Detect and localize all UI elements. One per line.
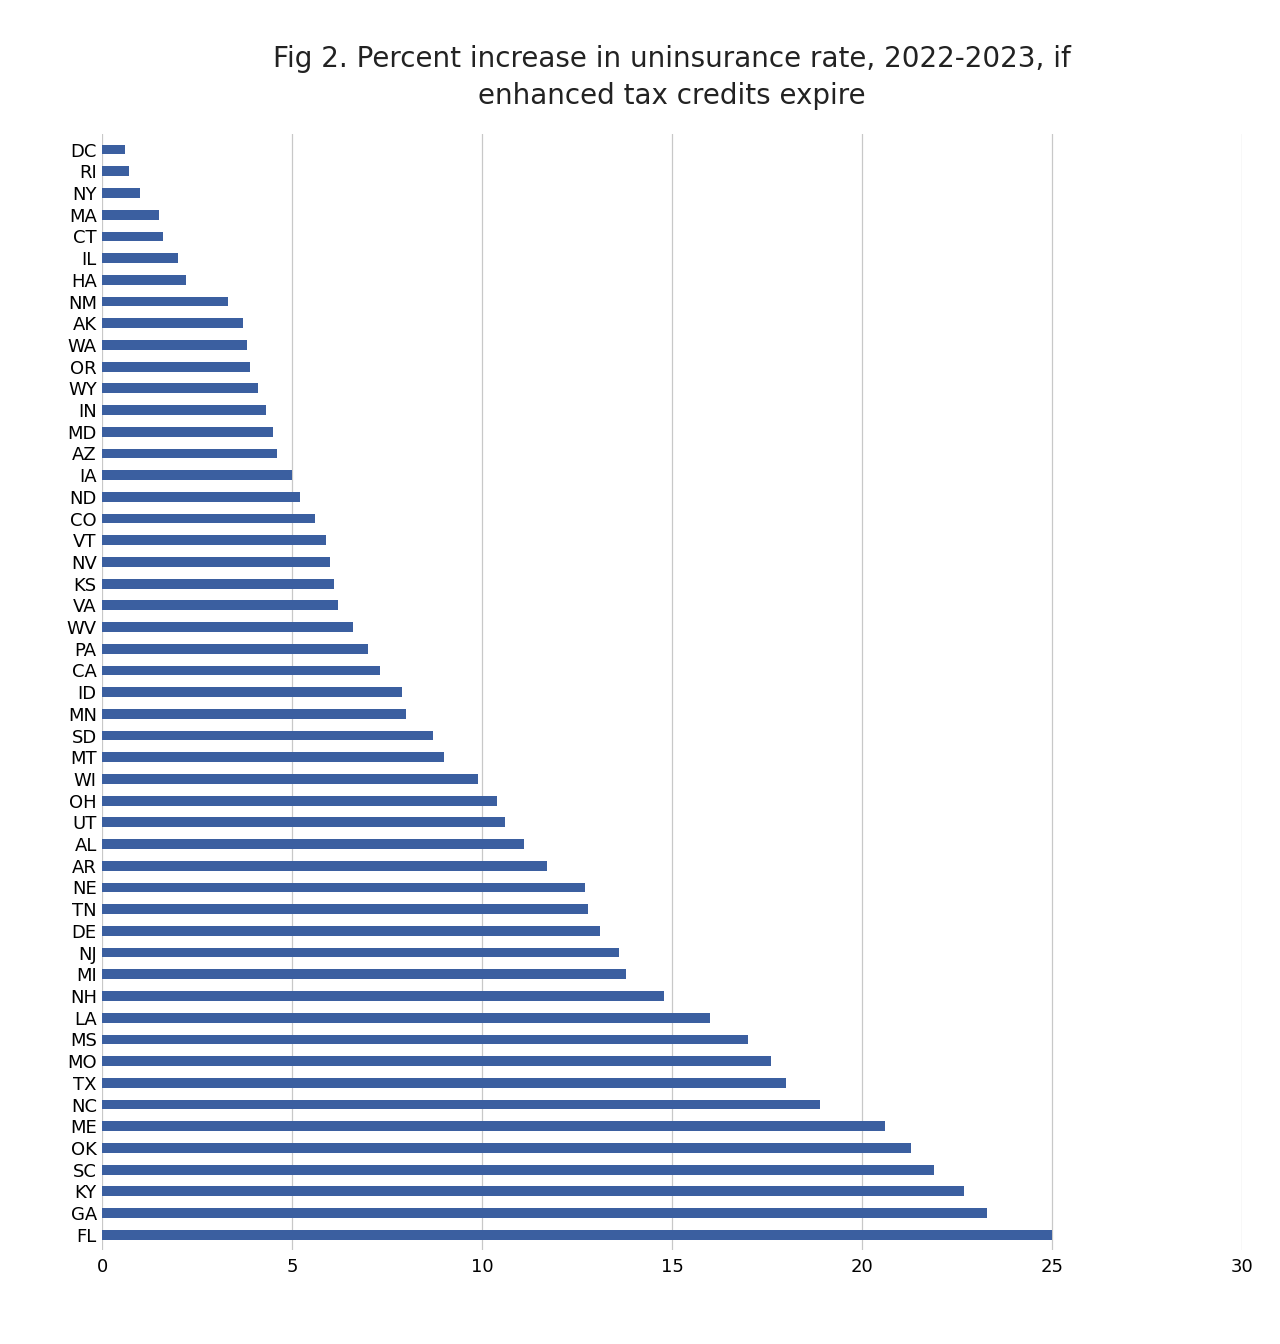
Bar	[102, 1121, 884, 1132]
Bar	[102, 817, 504, 828]
Bar	[102, 579, 334, 589]
Bar	[102, 1208, 987, 1218]
Bar	[102, 601, 338, 610]
Bar	[102, 556, 330, 567]
Bar	[102, 535, 326, 546]
Bar	[102, 276, 186, 285]
Bar	[102, 253, 178, 263]
Bar	[102, 796, 498, 805]
Bar	[102, 1142, 911, 1153]
Bar	[102, 340, 247, 349]
Bar	[102, 319, 243, 328]
Bar	[102, 687, 402, 698]
Bar	[102, 862, 547, 871]
Bar	[102, 1165, 934, 1175]
Bar	[102, 991, 664, 1001]
Bar	[102, 188, 141, 198]
Bar	[102, 449, 276, 458]
Bar	[102, 1035, 748, 1044]
Bar	[102, 297, 228, 306]
Bar	[102, 167, 129, 176]
Bar	[102, 1013, 710, 1023]
Title: Fig 2. Percent increase in uninsurance rate, 2022-2023, if
enhanced tax credits : Fig 2. Percent increase in uninsurance r…	[273, 46, 1071, 110]
Bar	[102, 710, 406, 719]
Bar	[102, 926, 600, 935]
Bar	[102, 470, 292, 480]
Bar	[102, 644, 369, 653]
Bar	[102, 492, 300, 501]
Bar	[102, 362, 251, 371]
Bar	[102, 1230, 1052, 1239]
Bar	[102, 1187, 964, 1196]
Bar	[102, 145, 125, 155]
Bar	[102, 405, 266, 415]
Bar	[102, 1078, 786, 1087]
Bar	[102, 1099, 820, 1109]
Bar	[102, 883, 585, 892]
Bar	[102, 905, 589, 914]
Bar	[102, 753, 444, 762]
Bar	[102, 513, 315, 523]
Bar	[102, 622, 353, 632]
Bar	[102, 948, 618, 957]
Bar	[102, 774, 479, 784]
Bar	[102, 969, 626, 980]
Bar	[102, 731, 433, 741]
Bar	[102, 210, 160, 219]
Bar	[102, 839, 524, 849]
Bar	[102, 383, 259, 394]
Bar	[102, 427, 274, 437]
Bar	[102, 231, 163, 242]
Bar	[102, 665, 380, 675]
Bar	[102, 1056, 771, 1066]
